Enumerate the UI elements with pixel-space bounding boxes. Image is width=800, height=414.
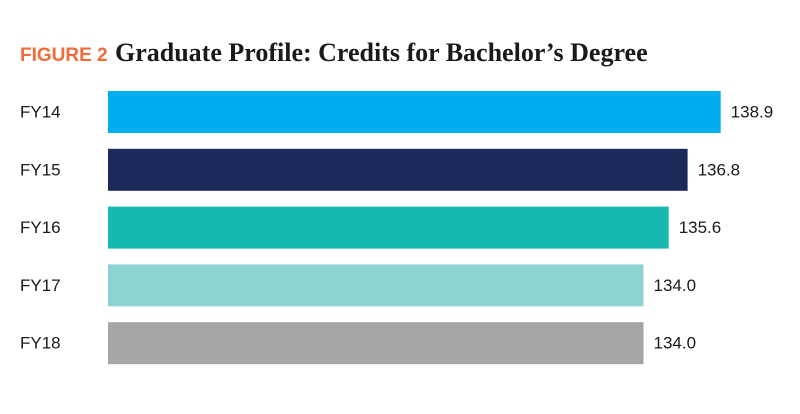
category-label: FY15 <box>20 160 61 179</box>
category-label: FY17 <box>20 276 61 295</box>
bar <box>108 322 644 365</box>
value-label: 135.6 <box>679 218 722 237</box>
bar <box>108 264 644 307</box>
figure-label: FIGURE 2 <box>20 45 108 66</box>
value-label: 138.9 <box>731 102 774 121</box>
category-label: FY14 <box>20 102 61 121</box>
bar <box>108 148 688 191</box>
value-label: 134.0 <box>654 334 697 353</box>
value-label: 136.8 <box>698 160 741 179</box>
bar <box>108 91 721 133</box>
chart-title: Graduate Profile: Credits for Bachelor’s… <box>115 38 648 67</box>
value-label: 134.0 <box>654 276 697 295</box>
bar <box>108 206 669 249</box>
category-label: FY16 <box>20 218 61 237</box>
category-label: FY18 <box>20 334 61 353</box>
